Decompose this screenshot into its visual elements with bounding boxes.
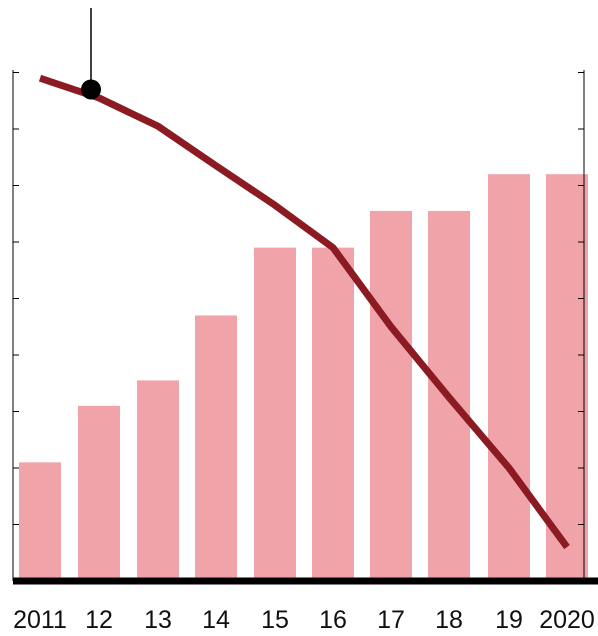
x-tick-label-18: 18: [435, 606, 463, 634]
trend-line: [38, 74, 570, 550]
bar-12: [78, 405, 120, 581]
x-tick-labels: 2011 12 13 14 15 16 17 18 19 2020: [13, 606, 595, 634]
bar-13: [137, 380, 179, 581]
x-tick-label-16: 16: [319, 606, 347, 634]
x-tick-label-12: 12: [85, 606, 113, 634]
x-tick-label-14: 14: [202, 606, 230, 634]
bar-14: [195, 315, 237, 581]
x-tick-label-19: 19: [495, 606, 523, 634]
x-tick-label-15: 15: [261, 606, 289, 634]
y-ticks-left: [13, 72, 19, 582]
bar-2020: [546, 174, 588, 581]
x-tick-label-2020: 2020: [539, 606, 595, 634]
bar-2011: [19, 462, 61, 581]
bar-15: [254, 247, 296, 581]
bars: [19, 174, 588, 582]
x-tick-label-17: 17: [377, 606, 405, 634]
x-tick-label-2011: 2011: [13, 606, 67, 634]
bar-16: [312, 247, 354, 581]
bar-19: [488, 174, 530, 581]
bar-17: [370, 210, 412, 582]
x-tick-label-13: 13: [144, 606, 172, 634]
marker-dot: [81, 79, 101, 100]
